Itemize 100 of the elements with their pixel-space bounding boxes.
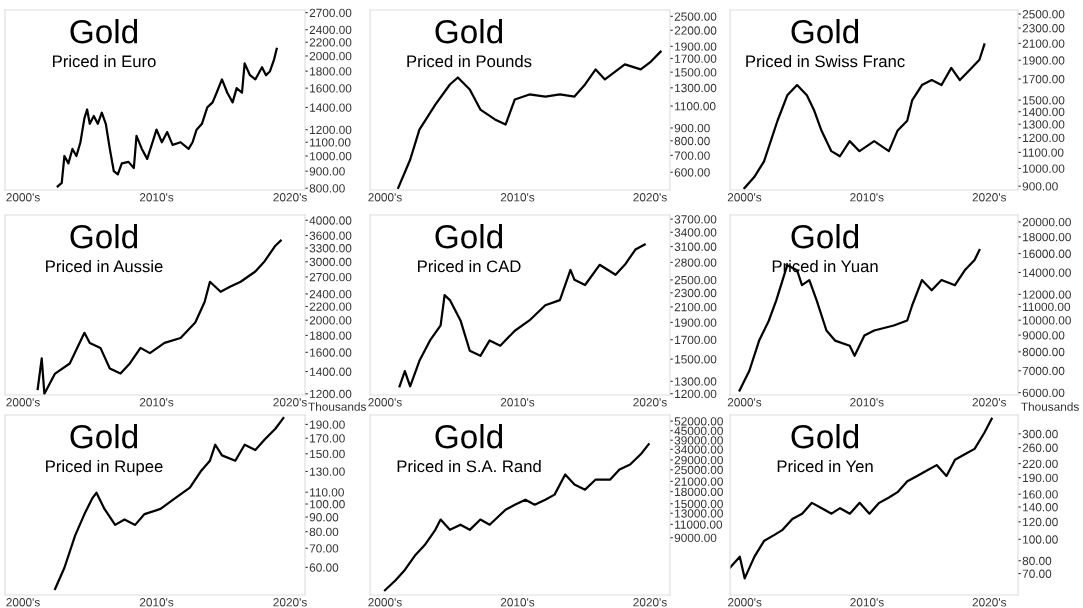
y-tick-label: 7000.00 [1022,366,1065,376]
y-tick-label: 2700.00 [309,8,352,18]
x-tick-label: 2020's [273,398,307,407]
y-tick-label: 1400.00 [310,367,352,376]
y-tick-label: 9000.00 [1022,331,1065,340]
y-tick-label: 12000.00 [1023,290,1071,299]
y-axis-title: Thousands [308,402,366,411]
text: Priced in Yuan [772,260,878,273]
y-tick-label: 4000.00 [309,216,352,225]
y-tick-label: 1600.00 [310,84,352,93]
y-tick-label: 2100.00 [674,302,717,312]
y-tick-label: 2200.00 [674,26,717,35]
y-tick-label: 900.00 [1022,182,1058,191]
y-tick-label: 900.00 [309,167,345,176]
y-tick-label: 1300.00 [675,83,717,93]
y-tick-label: 110.00 [310,488,344,497]
x-tick-label: 2020's [273,193,307,202]
x-tick-label: 2020's [972,598,1007,607]
y-tick-label: 2200.00 [309,38,352,47]
y-tick-label: 800.00 [674,136,710,146]
y-tick-label: 1000.00 [1023,164,1065,173]
y-tick-label: 2700.00 [309,272,352,282]
y-tick-label: 100.00 [310,500,345,509]
x-tick-label: 2010's [850,598,884,607]
y-tick-label: 2400.00 [309,289,352,299]
y-tick-label: 2200.00 [309,302,352,311]
y-tick-label: 2500.00 [674,275,717,285]
chart-title: Gold [791,424,859,449]
x-tick-label: 2000's [727,193,762,202]
y-tick-label: 14000.00 [1023,268,1071,277]
y-tick-label: 1000.00 [310,152,352,161]
y-tick-label: 170.00 [310,434,345,443]
y-tick-label: 1500.00 [1023,96,1065,105]
y-tick-label: 1900.00 [675,42,717,51]
chart-title: Gold [70,19,138,44]
y-tick-label: 52000.00 [674,417,723,426]
y-tick-label: 90.00 [309,513,339,522]
x-tick-label: 2000's [6,193,40,202]
y-tick-label: 2500.00 [1022,10,1065,19]
y-tick-label: 15000.00 [675,499,723,509]
y-tick-label: 1900.00 [675,318,717,327]
y-axis-title: Thousands [1021,402,1079,411]
y-tick-label: 16000.00 [1023,249,1071,258]
y-tick-label: 260.00 [1022,443,1058,452]
y-tick-label: 150.00 [310,449,345,459]
y-tick-label: 1200.00 [1023,133,1065,143]
text: Priced in Yen [777,460,873,473]
y-tick-label: 1700.00 [675,54,717,63]
text: Priced in Aussie [46,260,163,273]
y-tick-label: 20000.00 [1022,217,1071,227]
x-tick-label: 2010's [139,193,174,202]
y-tick-label: 1200.00 [675,389,717,399]
y-tick-label: 2000.00 [309,51,352,61]
y-tick-label: 1100.00 [310,138,351,147]
line-series [743,43,986,190]
x-tick-label: 2000's [727,398,762,407]
y-tick-label: 1100.00 [1023,148,1064,157]
y-tick-label: 39000.00 [674,436,723,445]
x-tick-label: 2020's [273,598,307,607]
y-tick-label: 18000.00 [675,487,723,497]
y-tick-label: 300.00 [1022,429,1058,439]
text: Priced in S.A. Rand [397,460,541,473]
text: Priced in Rupee [46,460,163,476]
y-tick-label: 2500.00 [674,12,717,21]
y-tick-label: 60.00 [309,563,339,572]
y-tick-label: 13000.00 [675,509,723,518]
y-tick-label: 1200.00 [310,389,352,399]
x-tick-label: 2000's [6,598,40,607]
y-tick-label: 3100.00 [674,242,717,251]
x-tick-label: 2020's [972,398,1007,407]
y-tick-label: 220.00 [1022,459,1058,469]
y-tick-label: 2300.00 [1022,24,1065,33]
text: Priced in Euro [53,55,156,68]
y-tick-label: 1800.00 [310,67,352,76]
y-tick-label: 3000.00 [309,257,352,267]
x-tick-label: 2020's [633,398,667,407]
y-tick-label: 2400.00 [309,25,352,35]
y-tick-label: 1900.00 [1023,56,1065,65]
line-series [730,417,993,580]
x-tick-label: 2000's [728,598,762,607]
y-tick-label: 190.00 [310,420,345,429]
y-tick-label: 1400.00 [1023,107,1065,117]
x-tick-label: 2010's [139,398,174,407]
chart-title: Gold [435,19,503,44]
y-tick-label: 80.00 [309,527,339,537]
x-tick-label: 2010's [500,193,535,202]
y-tick-label: 3400.00 [674,228,717,237]
y-tick-label: 900.00 [674,123,710,133]
y-tick-label: 2300.00 [674,288,717,298]
y-tick-label: 100.00 [1023,535,1058,544]
y-tick-label: 1400.00 [310,103,352,112]
chart-title: Gold [435,224,503,249]
y-tick-label: 8000.00 [1022,347,1065,357]
y-tick-label: 130.00 [310,467,345,476]
y-tick-label: 6000.00 [1022,388,1065,398]
y-tick-label: 1500.00 [675,355,717,364]
y-tick-label: 140.00 [1023,503,1058,512]
y-tick-label: 3600.00 [309,231,352,240]
y-tick-label: 10000.00 [1023,316,1071,325]
y-tick-label: 600.00 [674,168,710,177]
